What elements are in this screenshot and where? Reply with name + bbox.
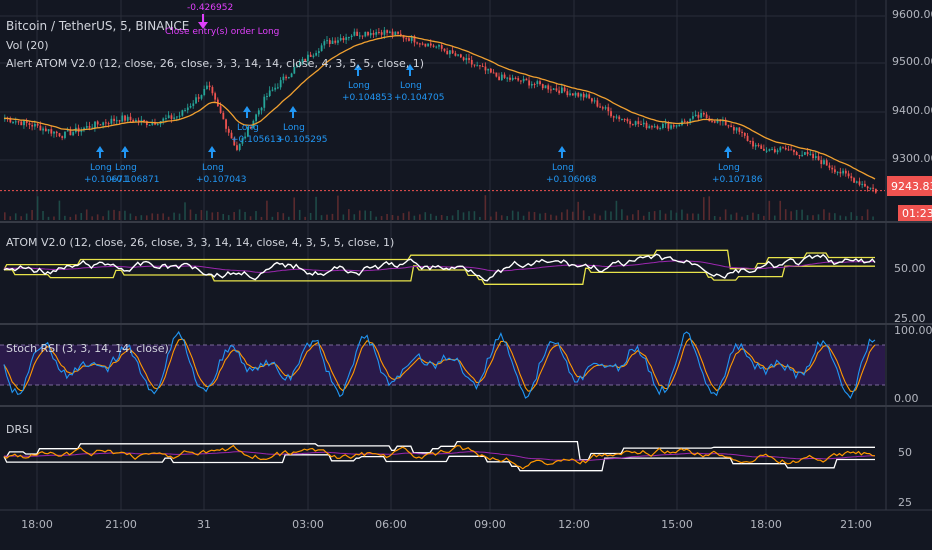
long-signal-label: Long	[90, 163, 112, 173]
long-signal-arrow	[243, 106, 251, 118]
close-signal-arrow	[198, 14, 208, 29]
long-signal-value: +0.107043	[196, 175, 246, 185]
time-tick: 15:00	[661, 518, 693, 531]
long-signal-label: Long	[202, 163, 224, 173]
time-axis[interactable]: 18:00 21:00 31 03:00 06:00 09:00 12:00 15:00 18:…	[21, 518, 872, 531]
time-tick: 06:00	[375, 518, 407, 531]
stoch-k-line	[3, 330, 876, 400]
long-signal-label: Long	[348, 81, 370, 91]
drsi-upper-band	[3, 454, 875, 472]
time-tick: 09:00	[474, 518, 506, 531]
time-tick: 21:00	[105, 518, 137, 531]
long-signal-arrow	[96, 146, 104, 158]
long-signal-value: +0.106068	[546, 175, 597, 185]
signal-markers	[96, 14, 732, 158]
time-tick: 12:00	[558, 518, 590, 531]
countdown-badge	[898, 205, 932, 221]
price-pane[interactable]	[0, 14, 885, 220]
drsi-tick: 25	[898, 496, 912, 509]
stoch-title: Stoch RSI (3, 3, 14, 14, close)	[6, 342, 169, 355]
time-tick: 18:00	[21, 518, 53, 531]
atom-oscillator-pane[interactable]	[3, 249, 876, 285]
moving-average-line	[4, 34, 876, 180]
time-tick: 31	[197, 518, 211, 531]
long-signal-value: +0.104705	[394, 93, 444, 103]
time-tick: 03:00	[292, 518, 324, 531]
stoch-rsi-pane[interactable]	[0, 330, 885, 400]
long-signal-value: +0.107186	[712, 175, 763, 185]
close-value: -0.426952	[187, 3, 233, 13]
long-signal-arrow	[208, 146, 216, 158]
drsi-lower-band	[4, 440, 875, 461]
long-signal-arrow	[406, 64, 414, 76]
symbol-title: Bitcoin / TetherUS, 5, BINANCE	[6, 19, 189, 33]
price-tick: 9600.00	[892, 8, 932, 21]
stoch-d-line	[3, 337, 876, 393]
long-signal-value: +0.105613	[231, 135, 281, 145]
stoch-tick: 100.00	[894, 324, 932, 337]
drsi-main-line	[3, 444, 876, 470]
long-signal-labels: Long +0.10671 Long +0.106871 Long +0.107043 Lo…	[84, 81, 763, 185]
stoch-tick: 0.00	[894, 392, 919, 405]
long-signal-label: Long	[718, 163, 740, 173]
price-tick: 9500.00	[892, 55, 932, 68]
atom-title: ATOM V2.0 (12, close, 26, close, 3, 3, 1…	[6, 236, 394, 249]
price-tick: 9400.00	[892, 104, 932, 117]
pane-titles: Bitcoin / TetherUS, 5, BINANCE Vol (20) …	[6, 19, 424, 436]
candles-series	[4, 26, 877, 194]
volume-bars	[4, 195, 874, 220]
last-price-badge	[887, 176, 932, 196]
strategy-label: Alert ATOM V2.0 (12, close, 26, close, 3…	[6, 57, 424, 70]
long-signal-arrow	[289, 106, 297, 118]
drsi-pane[interactable]	[3, 440, 876, 472]
long-signal-label: Long	[283, 123, 305, 133]
long-signal-value: +0.106871	[109, 175, 159, 185]
volume-label: Vol (20)	[6, 39, 49, 52]
long-signal-label: Long	[237, 123, 259, 133]
long-signal-value: +0.105295	[277, 135, 327, 145]
last-price-value: 9243.83	[891, 180, 932, 193]
oscillator-axes: 50.00 25.00 100.00 0.00 50 25	[894, 262, 932, 509]
long-signal-label: Long	[400, 81, 422, 91]
time-tick: 18:00	[750, 518, 782, 531]
atom-upper-band	[4, 265, 875, 285]
long-signal-label: Long	[552, 163, 574, 173]
atom-tick: 50.00	[894, 262, 926, 275]
pane-separators[interactable]	[0, 0, 932, 511]
drsi-tick: 50	[898, 446, 912, 459]
atom-main-line	[3, 253, 876, 282]
countdown-value: 01:23	[902, 207, 932, 220]
long-signal-arrow	[724, 146, 732, 158]
long-signal-arrow	[558, 146, 566, 158]
price-axis[interactable]: 9600.00 9500.00 9400.00 9300.00 9243.83 …	[887, 8, 932, 221]
time-tick: 21:00	[840, 518, 872, 531]
atom-tick: 25.00	[894, 312, 926, 325]
long-signal-value: +0.104853	[342, 93, 392, 103]
signal-annotations: -0.426952 Close entry(s) order Long Long…	[84, 3, 763, 185]
atom-lower-band	[3, 249, 875, 271]
long-signal-label: Long	[115, 163, 137, 173]
long-signal-value: +0.10671	[84, 175, 129, 185]
long-signal-arrow	[354, 64, 362, 76]
close-entry-label: Close entry(s) order Long	[165, 27, 279, 37]
price-tick: 9300.00	[892, 152, 932, 165]
long-signal-arrow	[121, 146, 129, 158]
drsi-title: DRSI	[6, 423, 32, 436]
